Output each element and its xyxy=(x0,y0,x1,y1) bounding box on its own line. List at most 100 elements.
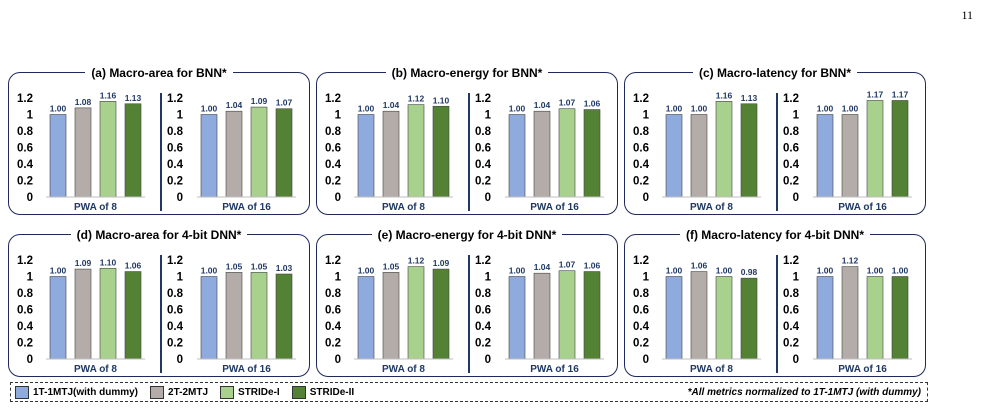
bar xyxy=(665,114,683,198)
y-tick-label: 1.2 xyxy=(783,255,799,267)
x-axis-label: PWA of 8 xyxy=(382,202,425,213)
chart-title: (d) Macro-area for 4-bit DNN* xyxy=(70,228,248,242)
y-tick-label: 0.8 xyxy=(17,288,34,300)
legend-swatch xyxy=(15,385,29,399)
bar xyxy=(740,103,758,198)
bar xyxy=(558,270,576,360)
x-axis-label: PWA of 16 xyxy=(222,364,271,375)
data-label: 1.08 xyxy=(75,97,92,107)
data-label: 1.09 xyxy=(433,258,450,268)
data-label: 1.05 xyxy=(383,261,400,271)
bar xyxy=(891,100,909,198)
legend-label: 1T-1MTJ(with dummy) xyxy=(33,386,139,398)
bar xyxy=(690,271,708,360)
y-tick-label: 1 xyxy=(485,110,492,122)
chart-svg: 0 0.2 0.4 0.6 0.8 1 1.2 1.00 1.09 1.10 1.06 PWA of … xyxy=(17,255,296,375)
y-tick-label: 0.8 xyxy=(475,288,492,300)
x-axis-label: PWA of 16 xyxy=(838,364,887,375)
bar xyxy=(816,114,834,198)
bar xyxy=(715,276,733,360)
x-axis-label: PWA of 16 xyxy=(530,202,579,213)
data-label: 1.13 xyxy=(125,93,142,103)
y-tick-label: 0.4 xyxy=(17,321,34,333)
y-tick-label: 0.2 xyxy=(633,338,649,350)
chart-title: (a) Macro-area for BNN* xyxy=(85,66,233,80)
legend-item: STRIDe-II xyxy=(291,385,354,399)
bar xyxy=(715,100,733,198)
data-label: 1.12 xyxy=(842,256,859,266)
data-label: 1.00 xyxy=(892,266,909,276)
y-tick-label: 0.4 xyxy=(475,321,492,333)
data-label: 1.00 xyxy=(201,104,218,114)
data-label: 1.00 xyxy=(716,266,733,276)
data-label: 1.00 xyxy=(666,266,683,276)
legend-item: STRIDe-I xyxy=(220,385,280,399)
chart-svg: 0 0.2 0.4 0.6 0.8 1 1.2 1.00 1.06 1.00 0.98 PWA of … xyxy=(633,255,912,375)
legend-swatch xyxy=(150,385,165,399)
y-tick-label: 0 xyxy=(335,192,341,204)
bar xyxy=(407,266,425,360)
data-label: 1.00 xyxy=(201,266,218,276)
bar xyxy=(250,272,268,360)
bar xyxy=(583,271,601,360)
y-tick-label: 0 xyxy=(793,354,799,366)
y-tick-label: 0 xyxy=(793,192,799,204)
y-tick-label: 0.4 xyxy=(783,159,800,171)
data-label: 1.00 xyxy=(817,104,834,114)
data-label: 1.04 xyxy=(534,262,551,272)
y-tick-label: 1.2 xyxy=(325,93,341,105)
y-tick-label: 0.6 xyxy=(475,305,491,317)
y-tick-label: 0.2 xyxy=(475,176,491,188)
data-label: 1.05 xyxy=(226,261,243,271)
data-label: 1.09 xyxy=(251,96,268,106)
y-tick-label: 1 xyxy=(27,272,34,284)
y-tick-label: 1.2 xyxy=(325,255,341,267)
data-label: 1.00 xyxy=(842,104,859,114)
bar xyxy=(407,104,425,198)
data-label: 1.00 xyxy=(358,266,375,276)
data-label: 1.05 xyxy=(251,261,268,271)
x-axis-label: PWA of 16 xyxy=(222,202,271,213)
y-tick-label: 0.8 xyxy=(633,288,650,300)
y-tick-label: 0.8 xyxy=(783,288,800,300)
bar xyxy=(49,276,67,360)
y-tick-label: 0.6 xyxy=(633,143,649,155)
bar xyxy=(99,100,117,198)
bar xyxy=(99,267,117,360)
data-label: 1.04 xyxy=(226,100,243,110)
data-label: 1.09 xyxy=(75,258,92,268)
data-label: 1.16 xyxy=(100,90,117,100)
data-label: 1.07 xyxy=(559,98,576,108)
y-tick-label: 1.2 xyxy=(167,93,183,105)
y-tick-label: 0.6 xyxy=(325,143,341,155)
chart-panel-latency-dnn: (f) Macro-latency for 4-bit DNN* 0 0.2 0.4… xyxy=(624,228,926,377)
y-tick-label: 0 xyxy=(27,354,33,366)
data-label: 1.00 xyxy=(817,266,834,276)
y-tick-label: 0.6 xyxy=(17,305,33,317)
x-axis-label: PWA of 8 xyxy=(690,202,733,213)
bar xyxy=(533,272,551,360)
bar xyxy=(508,114,526,198)
data-label: 1.07 xyxy=(276,98,293,108)
y-tick-label: 0.2 xyxy=(17,176,33,188)
bar xyxy=(275,108,293,198)
y-tick-label: 1 xyxy=(335,272,342,284)
data-label: 1.06 xyxy=(584,99,601,109)
bar xyxy=(432,268,450,360)
y-tick-label: 0 xyxy=(485,354,491,366)
y-tick-label: 0.2 xyxy=(17,338,33,350)
y-tick-label: 0.6 xyxy=(17,143,33,155)
bar xyxy=(49,114,67,198)
chart-legend: 1T-1MTJ(with dummy) 2T-2MTJ STRIDe-I STR… xyxy=(10,382,928,402)
data-label: 1.17 xyxy=(867,89,884,99)
y-tick-label: 0.4 xyxy=(475,159,492,171)
bar xyxy=(816,276,834,360)
y-tick-label: 0.4 xyxy=(633,321,650,333)
data-label: 1.04 xyxy=(383,100,400,110)
x-axis-label: PWA of 16 xyxy=(530,364,579,375)
data-label: 1.16 xyxy=(716,90,733,100)
chart-svg: 0 0.2 0.4 0.6 0.8 1 1.2 1.00 1.08 1.16 1.13 PWA of … xyxy=(17,90,296,213)
y-tick-label: 0.2 xyxy=(325,176,341,188)
bar xyxy=(841,114,859,198)
data-label: 1.13 xyxy=(741,93,758,103)
